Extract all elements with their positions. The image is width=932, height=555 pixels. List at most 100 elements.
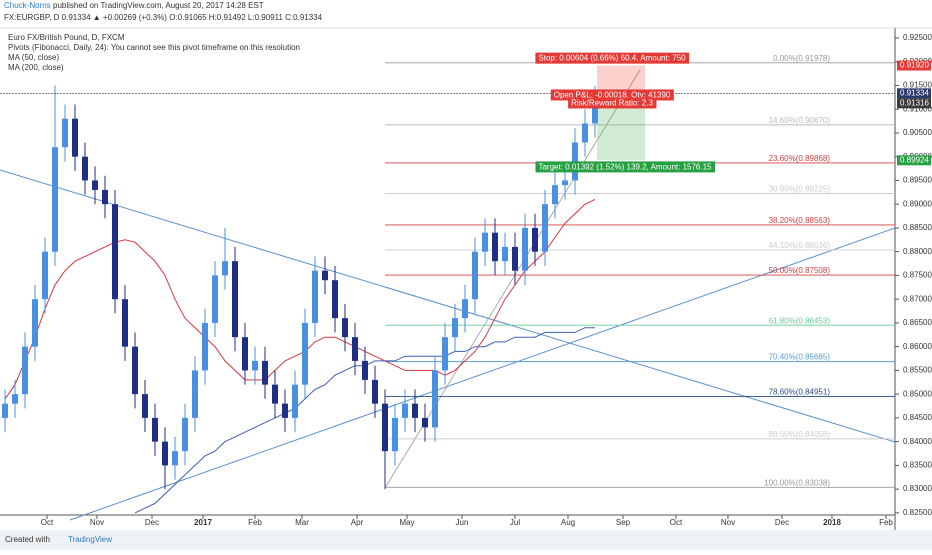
author[interactable]: Chuck-Norris (4, 1, 51, 10)
candle-body (402, 403, 408, 418)
price-badge (897, 155, 931, 166)
candle-body (282, 403, 288, 418)
pnl-label-bg (550, 89, 674, 101)
y-tick-label: 0.83000 (903, 484, 932, 493)
y-tick-label: 0.87500 (903, 271, 932, 280)
candle-body (322, 270, 328, 281)
fib-label: 78.60%(0.84951) (769, 388, 831, 397)
candle-body (202, 322, 208, 371)
candle-body (172, 451, 178, 466)
candle-body (502, 246, 508, 262)
candle-body (302, 322, 308, 385)
y-tick-label: 0.86500 (903, 318, 932, 327)
x-tick-label: Dec (145, 518, 159, 527)
fib-label: 88.60%(0.84058) (769, 430, 831, 439)
target-label-bg (535, 161, 716, 173)
candle-body (272, 384, 278, 404)
price-badge-label: 0.91316 (900, 98, 929, 107)
rr-label: Risk/Reward Ratio: 2.3 (571, 98, 653, 107)
y-tick-label: 0.89500 (903, 176, 932, 185)
candle-body (312, 270, 318, 323)
x-tick-label: Oct (41, 518, 54, 527)
x-tick-label: Oct (670, 518, 683, 527)
x-tick-label: Jul (510, 518, 520, 527)
x-tick-label: Dec (775, 518, 789, 527)
legend-pivots: Pivots (Fibonacci, Daily, 24): You canno… (8, 43, 300, 52)
candle-body (392, 417, 398, 452)
fib-label: 38.20%(0.88563) (769, 216, 831, 225)
fib-label: 70.40%(0.85685) (769, 353, 831, 362)
candle-body (122, 299, 128, 347)
candle-body (542, 204, 548, 252)
target-label: Target: 0.01392 (1.52%) 139.2, Amount: 1… (538, 162, 712, 171)
fib-label: 30.90%(0.89225) (769, 185, 831, 194)
y-tick-label: 0.88000 (903, 247, 932, 256)
x-tick-label: Aug (561, 518, 575, 527)
candle-body (582, 123, 588, 143)
candle-body (332, 280, 338, 319)
candle-body (352, 337, 358, 361)
candle-body (12, 394, 18, 404)
candle-body (32, 299, 38, 347)
price-badge-label: 0.91920 (900, 61, 929, 70)
y-tick-label: 0.88500 (903, 223, 932, 232)
candle-body (492, 232, 498, 262)
price-badge-label: 0.91334 (900, 88, 929, 97)
candle-body (482, 232, 488, 252)
x-tick-label: Mar (295, 518, 309, 527)
x-tick-label: Apr (351, 518, 364, 527)
candle-body (242, 337, 248, 371)
candle-body (262, 360, 268, 385)
candle-body (2, 403, 8, 418)
candle-body (532, 227, 538, 252)
quote: FX:EURGBP, D 0.91334 ▲ +0.00269 (+0.3%) … (4, 13, 323, 22)
y-tick-label: 0.91500 (903, 81, 932, 90)
candle-body (82, 156, 88, 181)
x-tick-label: 2018 (823, 518, 841, 527)
candle-body (222, 261, 228, 276)
fib-label: 23.60%(0.89868) (769, 154, 831, 163)
candle-body (182, 417, 188, 452)
candle-body (152, 417, 158, 442)
candle-body (362, 360, 368, 380)
stop-zone (597, 65, 645, 94)
candle-body (72, 118, 78, 157)
legend-ma50: MA (50, close) (8, 53, 59, 62)
y-tick-label: 0.83500 (903, 460, 932, 469)
y-tick-label: 0.91000 (903, 104, 932, 113)
y-tick-label: 0.90500 (903, 128, 932, 137)
candle-body (112, 204, 118, 300)
stop-label: Stop: 0.00604 (0.66%) 60.4, Amount: 750 (538, 54, 686, 63)
y-tick-label: 0.85000 (903, 389, 932, 398)
x-tick-label: May (399, 518, 414, 527)
ma-line (4, 198, 596, 400)
fib-label: 50.00%(0.87508) (769, 266, 831, 275)
candle-body (52, 147, 58, 252)
y-tick-label: 0.82500 (903, 508, 932, 517)
x-tick-label: Jun (456, 518, 469, 527)
fib-label: 44.10%(0.88036) (769, 241, 831, 250)
price-badge (897, 98, 931, 109)
y-tick-label: 0.86000 (903, 342, 932, 351)
footer-brand[interactable]: TradingView (68, 535, 112, 544)
y-tick-label: 0.92500 (903, 33, 932, 42)
x-tick-label: Feb (879, 518, 893, 527)
published: published on TradingView.com, August 20,… (53, 1, 264, 10)
x-tick-label: Nov (721, 518, 735, 527)
candle-body (42, 251, 48, 300)
candle-body (412, 403, 418, 418)
candle-body (142, 394, 148, 418)
y-tick-label: 0.84000 (903, 437, 932, 446)
legend-symbol: Euro FX/British Pound, D, FXCM (8, 33, 125, 42)
rr-label-bg (568, 97, 657, 109)
fib-label: 100.00%(0.83038) (764, 478, 830, 487)
candle-body (162, 441, 168, 466)
candle-body (292, 384, 298, 418)
legend-ma200: MA (200, close) (8, 63, 64, 72)
candle-body (62, 118, 68, 148)
candle-body (372, 379, 378, 404)
x-tick-label: 2017 (194, 518, 212, 527)
candle-body (382, 403, 388, 452)
price-badge-label: 0.89924 (900, 155, 929, 164)
